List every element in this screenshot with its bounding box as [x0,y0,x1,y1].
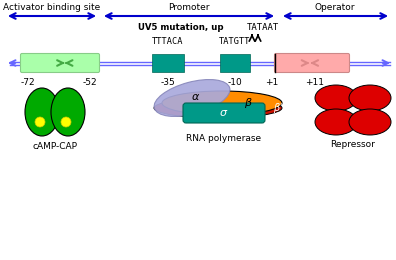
Ellipse shape [315,109,357,135]
Text: -10: -10 [228,78,242,87]
Text: Promoter: Promoter [168,3,210,12]
Ellipse shape [25,88,59,136]
Ellipse shape [315,85,357,111]
Text: cAMP-CAP: cAMP-CAP [32,142,78,151]
Ellipse shape [162,91,282,115]
Bar [152,54,184,72]
FancyBboxPatch shape [21,54,99,73]
Text: +11: +11 [305,78,324,87]
Text: RNA polymerase: RNA polymerase [187,134,262,143]
FancyBboxPatch shape [183,103,265,123]
Text: -52: -52 [83,78,97,87]
Bar [220,54,250,72]
Text: -35: -35 [161,78,175,87]
Text: Operator: Operator [315,3,355,12]
Text: $\alpha$: $\alpha$ [191,92,201,102]
Ellipse shape [154,98,282,118]
FancyBboxPatch shape [274,54,350,73]
Text: TATGTT: TATGTT [219,37,251,47]
Ellipse shape [154,80,230,116]
Text: +1: +1 [265,78,279,87]
Text: $\beta$': $\beta$' [273,101,283,115]
Text: Repressor: Repressor [331,140,375,149]
Text: TATAAT: TATAAT [247,23,279,32]
Text: -72: -72 [21,78,35,87]
Ellipse shape [61,117,71,127]
Ellipse shape [349,85,391,111]
Ellipse shape [51,88,85,136]
Text: $\beta$: $\beta$ [244,96,252,110]
Text: $\sigma$: $\sigma$ [219,108,228,118]
Text: Activator binding site: Activator binding site [4,3,101,12]
Text: UV5 mutation, up: UV5 mutation, up [138,23,224,32]
Ellipse shape [349,109,391,135]
Ellipse shape [35,117,45,127]
Text: TTTACA: TTTACA [152,37,184,47]
